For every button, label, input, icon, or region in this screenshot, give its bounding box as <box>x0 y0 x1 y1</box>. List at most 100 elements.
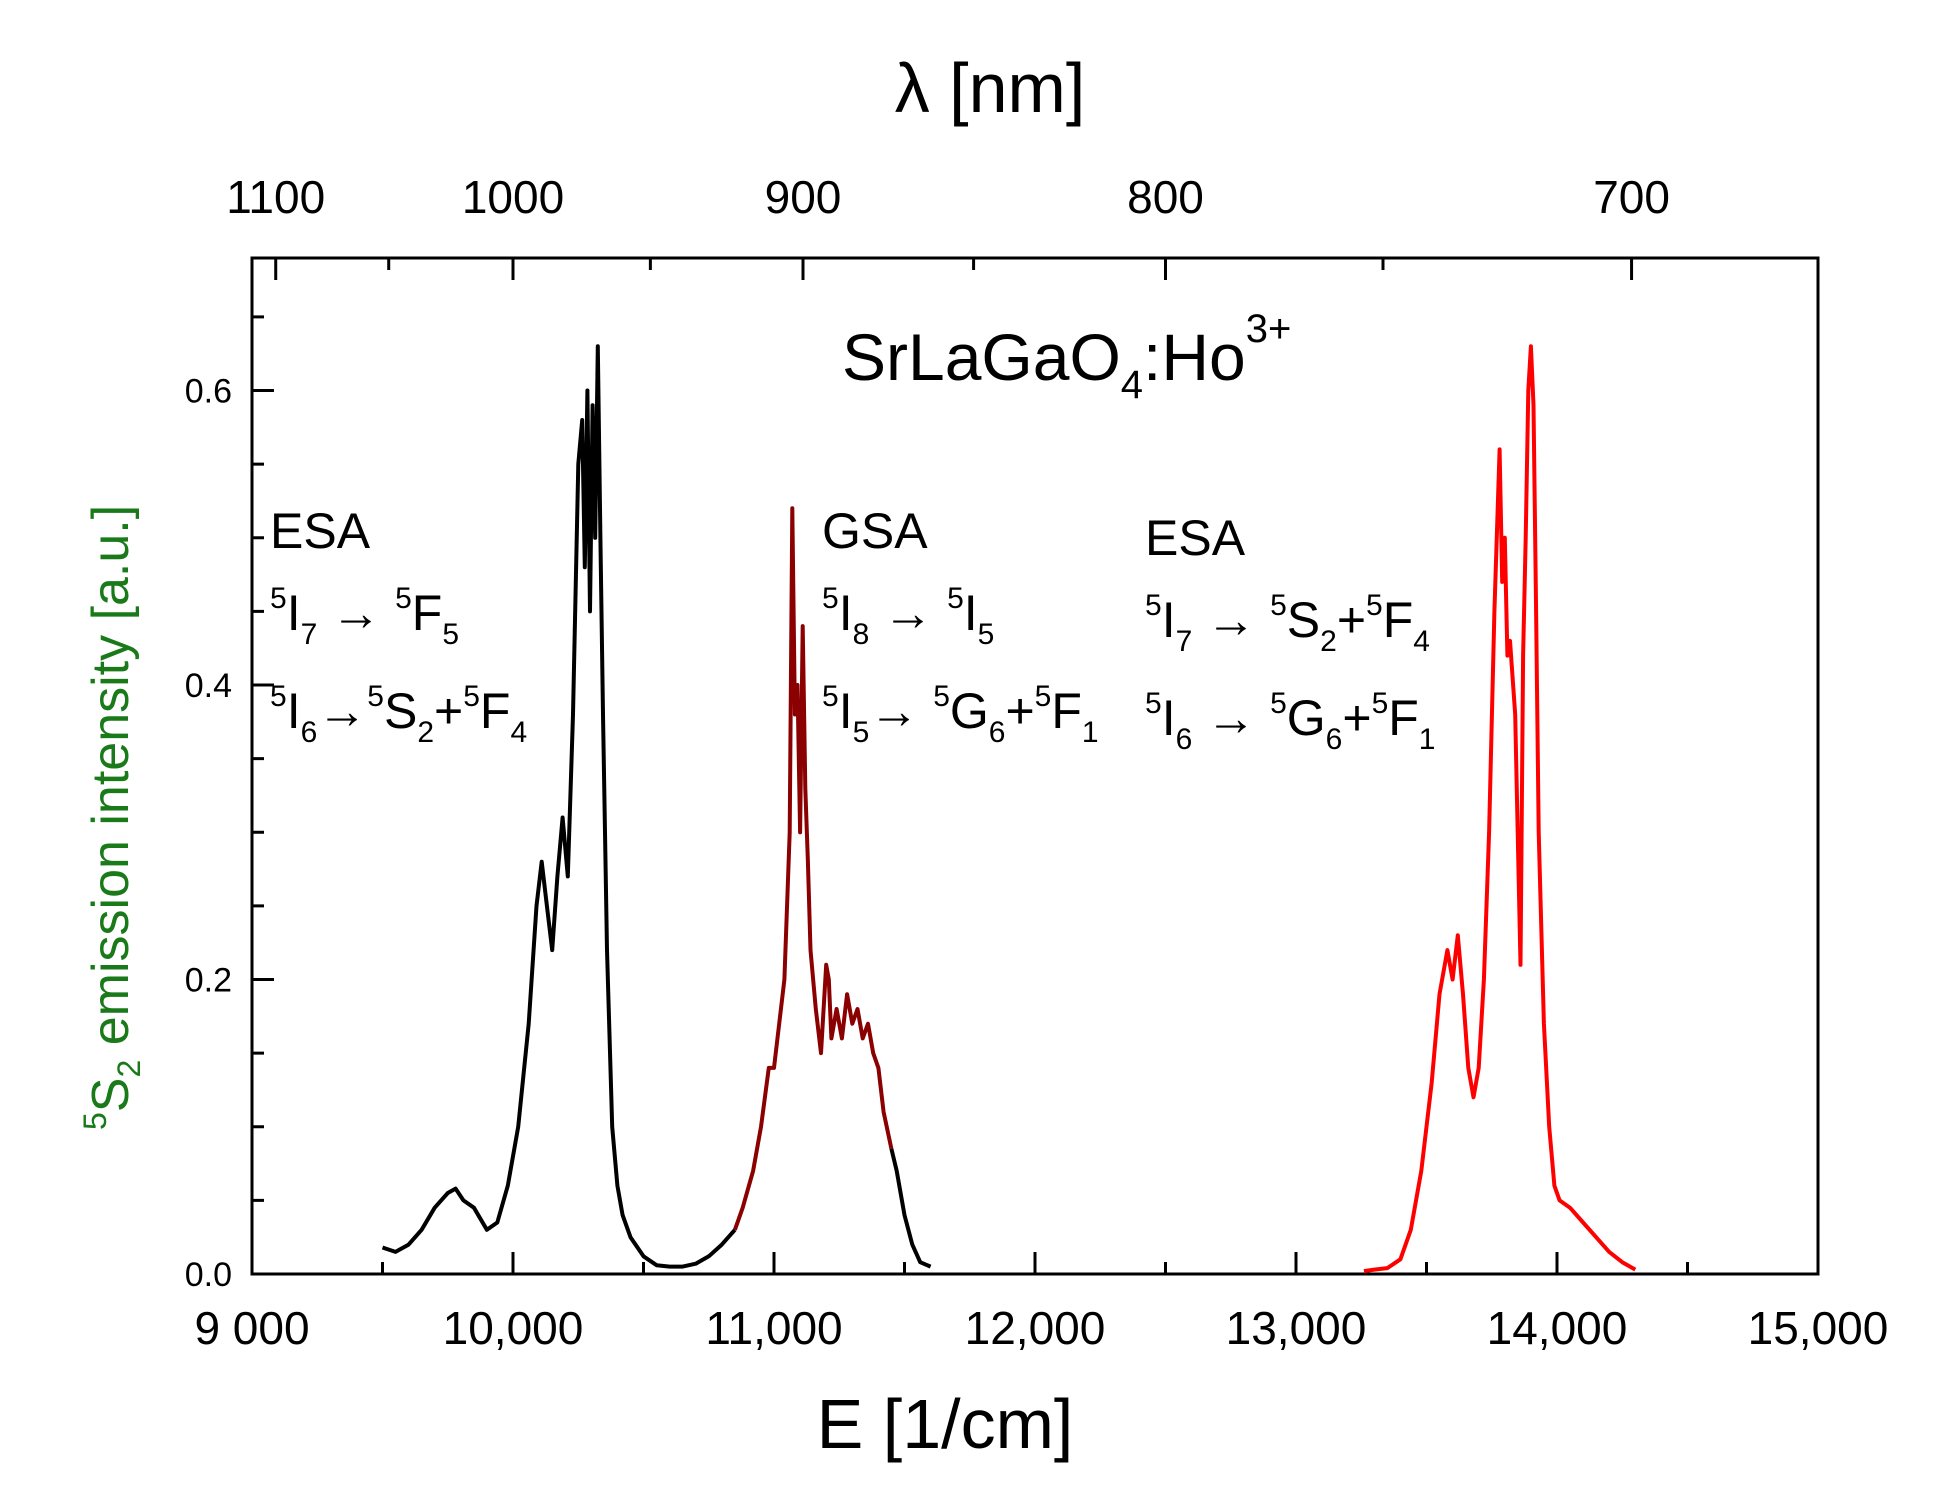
x-axis-title: E [1/cm] <box>817 1385 1074 1463</box>
transition-arrow: → <box>1192 592 1270 648</box>
y-title-main: S <box>82 1078 140 1113</box>
x-tick-label: 14,000 <box>1487 1302 1628 1354</box>
term-sub: 5 <box>853 716 870 749</box>
term-sup: 5 <box>1372 687 1389 720</box>
term-sup: 5 <box>1270 589 1287 622</box>
annotation-title: ESA <box>270 503 371 559</box>
term-symbol: F <box>1051 683 1082 739</box>
term-sub: 1 <box>1419 723 1436 756</box>
term-sup: 5 <box>463 680 480 713</box>
annotation-line-2: 5I5→ 5G6+5F1 <box>822 680 1099 749</box>
term-sub: 7 <box>301 618 318 651</box>
annotation-title: GSA <box>822 503 928 559</box>
top-tick-label: 900 <box>765 171 842 223</box>
annotation-line-1: 5I8 → 5I5 <box>822 582 994 651</box>
annotation-line-1: 5I7 → 5F5 <box>270 582 459 651</box>
term-sub: 5 <box>978 618 995 651</box>
term-sup: 5 <box>270 582 287 615</box>
transition-arrow: → <box>317 683 367 739</box>
top-tick-label: 800 <box>1127 171 1204 223</box>
compound-sub: 4 <box>1121 363 1143 407</box>
term-sup: 5 <box>822 582 839 615</box>
spectrum-series-1 <box>381 344 737 1269</box>
chart-title: SrLaGaO4:Ho3+ <box>842 307 1291 407</box>
term-sup: 5 <box>1270 687 1287 720</box>
axis-ticks <box>250 258 1820 1276</box>
spectrum-series-4 <box>1363 344 1637 1274</box>
y-title-sub: 2 <box>111 1060 147 1078</box>
axis-tick-labels: 9 000 10,000 11,000 12,000 13,000 14,000 15,00… <box>185 171 1889 1354</box>
annotation-line-1: 5I7 → 5S2+5F4 <box>1145 589 1430 658</box>
annotation-line-2: 5I6 → 5G6+5F1 <box>1145 687 1435 756</box>
x-tick-label: 12,000 <box>965 1302 1106 1354</box>
y-tick-label: 0.2 <box>185 962 232 1000</box>
term-sup: 5 <box>933 680 950 713</box>
term-sub: 4 <box>1413 625 1430 658</box>
annotation-gsa: GSA 5I8 → 5I5 5I5→ 5G6+5F1 <box>822 503 1099 749</box>
spectrum-curves <box>381 344 1637 1274</box>
term-symbol: F <box>412 585 443 641</box>
term-symbol: F <box>1388 690 1419 746</box>
x-tick-label: 9 000 <box>194 1302 309 1354</box>
plus-sign: + <box>1342 690 1371 746</box>
term-symbol: S <box>384 683 417 739</box>
term-sub: 6 <box>989 716 1006 749</box>
term-symbol: I <box>964 585 978 641</box>
top-tick-label: 1100 <box>226 171 325 223</box>
term-symbol: I <box>839 585 853 641</box>
plot-frame <box>250 256 1820 1276</box>
x-tick-label: 11,000 <box>705 1302 842 1354</box>
term-sub: 6 <box>301 716 318 749</box>
plus-sign: + <box>1005 683 1034 739</box>
term-sub: 6 <box>1176 723 1193 756</box>
transition-arrow: → <box>317 585 395 641</box>
term-sub: 5 <box>442 618 459 651</box>
y-axis-title: 5S2 emission intensity [a.u.] <box>77 505 147 1130</box>
term-sup: 5 <box>367 680 384 713</box>
term-sup: 5 <box>1366 589 1383 622</box>
compound-suffix: :Ho <box>1143 320 1246 394</box>
term-sub: 7 <box>1176 625 1193 658</box>
transition-arrow: → <box>869 683 933 739</box>
term-symbol: S <box>1287 592 1320 648</box>
term-symbol: I <box>1162 592 1176 648</box>
top-tick-label: 1000 <box>462 171 564 223</box>
term-sub: 4 <box>510 716 527 749</box>
y-title-pre-sup: 5 <box>77 1112 113 1130</box>
term-symbol: G <box>950 683 989 739</box>
compound-base: SrLaGaO <box>842 320 1121 394</box>
x-tick-label: 13,000 <box>1226 1302 1367 1354</box>
y-title-rest: emission intensity [a.u.] <box>82 505 140 1060</box>
y-tick-label: 0.0 <box>185 1256 232 1294</box>
top-axis-title: λ [nm] <box>895 49 1086 127</box>
term-symbol: I <box>839 683 853 739</box>
spectrum-series-2 <box>733 506 894 1231</box>
term-sup: 5 <box>1145 687 1162 720</box>
x-tick-label: 10,000 <box>443 1302 584 1354</box>
annotation-line-2: 5I6→5S2+5F4 <box>270 680 527 749</box>
term-symbol: I <box>1162 690 1176 746</box>
top-tick-label: 700 <box>1593 171 1670 223</box>
plus-sign: + <box>1337 592 1366 648</box>
transition-arrow: → <box>869 585 947 641</box>
term-symbol: I <box>287 585 301 641</box>
term-sub: 2 <box>417 716 434 749</box>
term-sup: 5 <box>270 680 287 713</box>
term-sub: 2 <box>1320 625 1337 658</box>
term-symbol: F <box>1383 592 1414 648</box>
transition-arrow: → <box>1192 690 1270 746</box>
compound-sup: 3+ <box>1246 307 1292 351</box>
term-sub: 6 <box>1326 723 1343 756</box>
term-sup: 5 <box>395 582 412 615</box>
plus-sign: + <box>434 683 463 739</box>
spectrum-series-3 <box>889 1148 932 1269</box>
y-tick-label: 0.4 <box>185 667 232 705</box>
term-sup: 5 <box>822 680 839 713</box>
term-symbol: F <box>480 683 511 739</box>
term-sup: 5 <box>1035 680 1052 713</box>
